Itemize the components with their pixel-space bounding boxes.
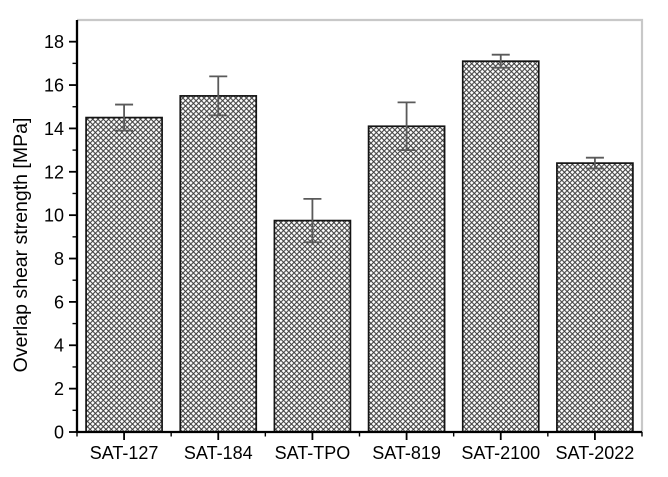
bar-SAT-184 <box>179 95 258 433</box>
y-axis-title: Overlap shear strength [MPa] <box>10 118 32 373</box>
plot-frame <box>77 18 644 432</box>
bar-SAT-2100 <box>461 60 540 433</box>
bar-SAT-819 <box>367 125 446 433</box>
x-category-label-SAT-127: SAT-127 <box>90 443 159 463</box>
y-tick-label: 0 <box>54 422 64 442</box>
y-tick-label: 10 <box>44 206 64 226</box>
x-category-label-SAT-819: SAT-819 <box>372 443 441 463</box>
error-bar-SAT-2022 <box>585 156 604 170</box>
y-tick-label: 8 <box>54 249 64 269</box>
y-tick-label: 6 <box>54 292 64 312</box>
error-bar-SAT-TPO <box>303 197 322 244</box>
y-tick-label: 16 <box>44 76 64 96</box>
axes-layer <box>69 20 643 440</box>
x-category-label-SAT-184: SAT-184 <box>184 443 253 463</box>
y-tick-label: 18 <box>44 32 64 52</box>
x-category-label-SAT-2022: SAT-2022 <box>556 443 635 463</box>
bar-SAT-2022 <box>556 162 634 433</box>
bars-layer <box>85 60 634 433</box>
error-bars-layer <box>115 53 604 244</box>
y-tick-label: 2 <box>54 379 64 399</box>
error-bar-SAT-184 <box>209 75 228 117</box>
plot-frame-line <box>77 18 644 432</box>
bar-SAT-TPO <box>273 219 352 433</box>
error-bar-SAT-127 <box>115 103 134 132</box>
y-tick-label: 14 <box>44 119 64 139</box>
bar-SAT-127 <box>85 116 163 433</box>
y-tick-label: 12 <box>44 162 64 182</box>
y-tick-label: 4 <box>54 336 64 356</box>
labels-layer: 0 2 4 6 8 10 12 14 16 18 SAT-127 SAT-184 SAT-TPO SAT-… <box>44 32 634 463</box>
error-bar-SAT-2100 <box>491 53 510 69</box>
x-category-label-SAT-2100: SAT-2100 <box>461 443 540 463</box>
error-bar-SAT-819 <box>397 101 416 152</box>
x-category-label-SAT-TPO: SAT-TPO <box>275 443 351 463</box>
